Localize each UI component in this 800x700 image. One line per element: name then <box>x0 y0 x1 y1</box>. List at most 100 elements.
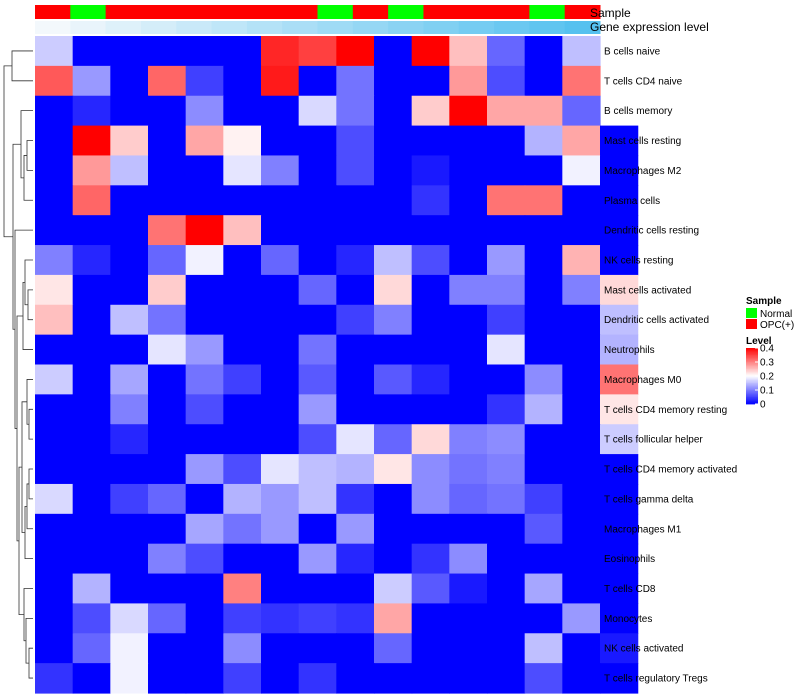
heatmap-cell <box>562 215 601 246</box>
heatmap-cell <box>487 364 526 395</box>
heatmap-cell <box>374 155 413 186</box>
dendrogram-branch <box>27 289 33 321</box>
heatmap-cell <box>72 274 111 306</box>
heatmap-cell <box>35 513 74 545</box>
row-label: Eosinophils <box>604 554 655 565</box>
heatmap-cell <box>336 573 375 605</box>
heatmap-cell <box>148 185 187 216</box>
heatmap-cell <box>411 274 450 306</box>
heatmap-cell <box>35 394 74 425</box>
sample-annotation-cell <box>458 5 495 19</box>
dendrogram-branch <box>28 408 33 440</box>
expression-annotation-cell <box>529 21 566 34</box>
heatmap-cell <box>110 543 149 575</box>
heatmap-cell <box>110 36 149 67</box>
colorbar-segment <box>746 363 758 366</box>
heatmap-cell <box>336 513 375 545</box>
heatmap-cell <box>261 185 300 216</box>
colorbar-segment <box>746 367 758 370</box>
heatmap-cell <box>223 334 262 366</box>
heatmap-cell <box>110 125 149 157</box>
colorbar-segment <box>746 352 758 354</box>
heatmap-cell <box>223 155 262 186</box>
level-colorbar: 0.4 0.3 0.2 0.1 0 <box>746 344 774 411</box>
annotation-label-sample: Sample <box>590 6 631 20</box>
legend-title-level: Level <box>746 336 772 347</box>
heatmap-cell <box>374 274 413 306</box>
heatmap-cell <box>35 95 74 127</box>
heatmap-cell <box>374 95 413 127</box>
heatmap-cell <box>185 245 224 276</box>
dendrogram-branch <box>26 483 33 530</box>
heatmap-cell <box>261 483 300 515</box>
dendrogram-branch <box>24 259 33 306</box>
heatmap-cell <box>562 185 601 216</box>
heatmap-cell <box>261 513 300 545</box>
dendrogram-branch <box>24 505 33 560</box>
heatmap-cell <box>185 663 224 694</box>
heatmap-cell <box>148 513 187 545</box>
heatmap-cell <box>524 394 563 425</box>
colorbar-segment <box>746 385 758 388</box>
heatmap-cell <box>411 513 450 545</box>
heatmap-cell <box>449 424 488 455</box>
sample-annotation-cell <box>105 5 142 19</box>
heatmap-cell <box>148 483 187 515</box>
heatmap-cell <box>524 424 563 455</box>
row-dendrogram <box>3 50 33 679</box>
heatmap-cell <box>148 36 187 67</box>
heatmap-cell <box>298 125 337 157</box>
colorbar-segment <box>746 383 758 385</box>
heatmap-cell <box>487 663 526 694</box>
heatmap-cell <box>449 334 488 366</box>
heatmap-cell <box>524 513 563 545</box>
sample-annotation-cell <box>388 5 424 19</box>
heatmap-cell <box>524 36 563 67</box>
heatmap-cell <box>487 573 526 605</box>
sample-annotation-cell <box>176 5 213 19</box>
heatmap-cell <box>374 334 413 366</box>
expression-annotation-cell <box>140 21 177 34</box>
heatmap-cell <box>298 245 337 276</box>
heatmap-cell <box>336 274 375 306</box>
heatmap-cell <box>487 543 526 575</box>
heatmap-cell <box>411 334 450 366</box>
heatmap-cell <box>411 65 450 97</box>
heatmap-cell <box>487 36 526 67</box>
heatmap-cell <box>449 95 488 127</box>
heatmap-cell <box>185 394 224 425</box>
heatmap-cell <box>148 215 187 246</box>
heatmap-cell <box>185 573 224 605</box>
heatmap-cell <box>449 454 488 485</box>
heatmap-cell <box>35 245 74 276</box>
heatmap-cell <box>411 603 450 634</box>
expression-annotation-cell <box>176 21 213 34</box>
dendrogram-branch <box>25 617 33 664</box>
heatmap-cell <box>110 633 149 664</box>
heatmap-cell <box>449 633 488 664</box>
heatmap-cell <box>110 185 149 216</box>
heatmap-cell <box>374 573 413 605</box>
heatmap-cell <box>148 573 187 605</box>
heatmap-cell <box>298 65 337 97</box>
heatmap-cell <box>298 274 337 306</box>
heatmap-cell <box>185 215 224 246</box>
heatmap-cell <box>148 454 187 485</box>
row-label: Macrophages M2 <box>604 166 682 177</box>
heatmap-cell <box>524 95 563 127</box>
heatmap-cell <box>148 663 187 694</box>
heatmap-cell <box>223 185 262 216</box>
colorbar-segment <box>746 349 758 352</box>
sample-annotation-cell <box>494 5 530 19</box>
heatmap-cell <box>148 543 187 575</box>
heatmap-cell <box>449 603 488 634</box>
heatmap-cell <box>449 513 488 545</box>
heatmap-cell <box>336 603 375 634</box>
heatmap-cell <box>223 65 262 97</box>
heatmap-cell <box>148 603 187 634</box>
heatmap-cell <box>487 215 526 246</box>
dendrogram-branch <box>23 155 33 201</box>
heatmap-cell <box>72 394 111 425</box>
colorbar-segment <box>746 356 758 359</box>
heatmap-cell <box>72 603 111 634</box>
